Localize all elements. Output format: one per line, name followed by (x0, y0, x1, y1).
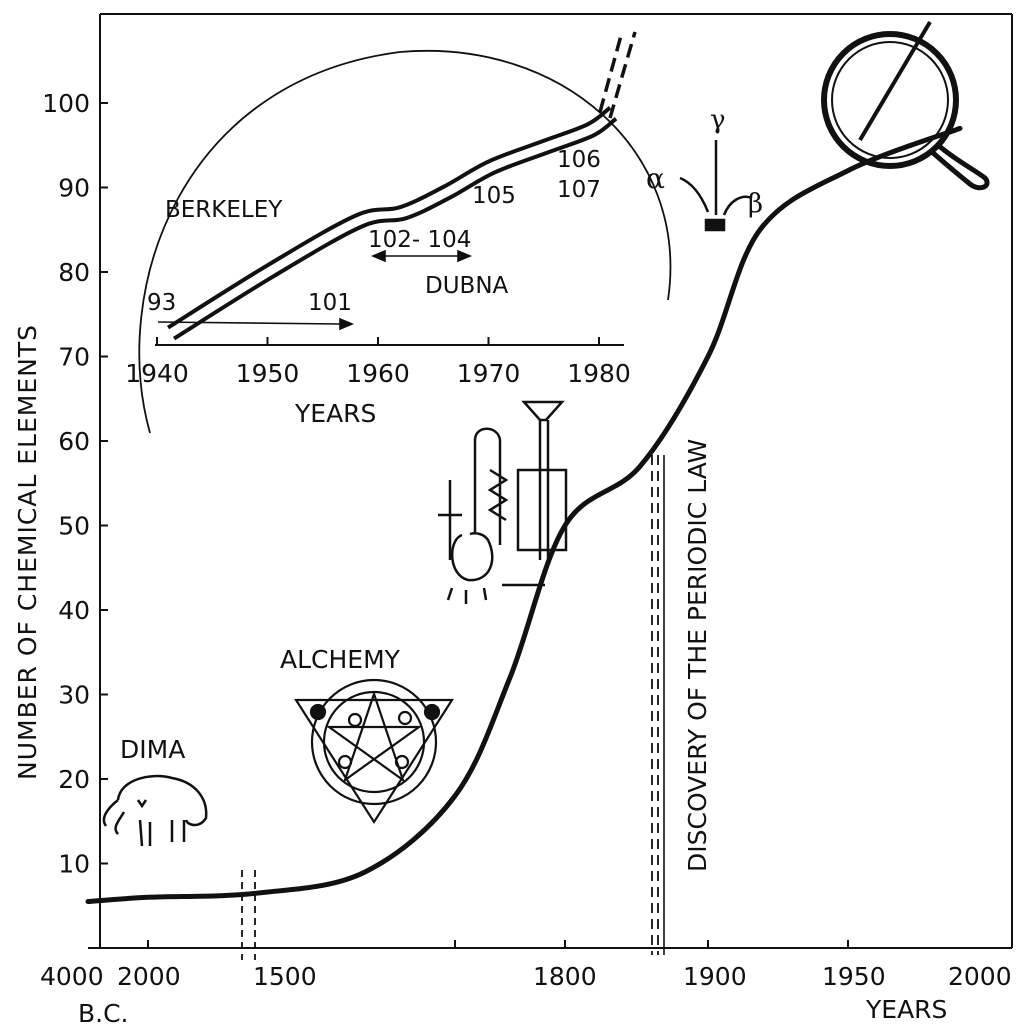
seal-dot (309, 703, 327, 721)
alpha-symbol: α (646, 162, 665, 195)
alchemy-seal (293, 678, 455, 825)
inset-label-107: 107 (557, 177, 601, 203)
x-sub-label-bc: B.C. (78, 999, 129, 1025)
y-tick-label: 80 (58, 258, 90, 287)
radiation-symbol: γ α β (646, 105, 763, 232)
x-tick-label-2000bc: 2000 (117, 962, 181, 991)
apparatus-tube (473, 427, 502, 545)
apparatus-column (538, 420, 550, 560)
y-tick-label: 40 (58, 596, 90, 625)
mammoth-illustration (102, 774, 208, 847)
apparatus-funnel (521, 400, 565, 422)
arrow-dubna-head-left (370, 249, 386, 263)
inset-x-tick-label: 1950 (236, 359, 300, 388)
label-alchemy: ALCHEMY (280, 645, 401, 674)
y-tick-label: 30 (58, 681, 90, 710)
x-tick-label-4000: 4000 (40, 962, 104, 991)
apparatus-clamp (438, 480, 462, 560)
apparatus-coil (487, 468, 509, 522)
inset-label-105: 105 (472, 183, 516, 209)
y-tick-label: 70 (58, 343, 90, 372)
x-tick-label-2000: 2000 (948, 962, 1012, 991)
x-tick-label-1800: 1800 (533, 962, 597, 991)
magnifier-handle (930, 143, 990, 191)
inset-series-line-lower (172, 117, 618, 341)
inset-label-106: 106 (557, 147, 601, 173)
alchemy-apparatus (438, 400, 568, 604)
periodic-law-label: DISCOVERY OF THE PERIODIC LAW (683, 439, 712, 872)
inset-x-tick-label: 1940 (125, 359, 189, 388)
periodic-law-marker (651, 455, 659, 955)
seal-dot (397, 710, 413, 726)
magnifier-rim (821, 31, 959, 169)
y-axis-title: NUMBER OF CHEMICAL ELEMENTS (13, 324, 42, 780)
y-tick-label: 20 (58, 765, 90, 794)
seal-dot (347, 712, 363, 728)
alpha-ray (679, 176, 710, 213)
main-series-points (87, 128, 961, 902)
inset-continuation-dash-1 (598, 31, 624, 113)
mammoth-body (116, 774, 208, 827)
inset-label-dubna: DUBNA (425, 273, 509, 299)
inset-continuation (598, 31, 637, 119)
x-tick-label-1900: 1900 (683, 962, 747, 991)
label-dima: DIMA (120, 735, 185, 764)
beta-symbol: β (748, 189, 763, 219)
axis-break-marker (241, 870, 256, 960)
seal-dot (337, 754, 353, 770)
inset-label-93: 93 (147, 290, 176, 316)
mammoth-tusk (114, 811, 126, 835)
magnifying-glass-icon (821, 20, 990, 191)
x-tick-label-1950: 1950 (822, 962, 886, 991)
apparatus-flask (450, 532, 494, 582)
inset-label-101: 101 (308, 290, 352, 316)
y-tick-label: 50 (58, 512, 90, 541)
apparatus-base (446, 583, 545, 604)
inset-x-axis-title: YEARS (294, 399, 376, 428)
radiation-source (704, 218, 726, 232)
seal-triangle (293, 698, 455, 825)
x-axis-title: YEARS (865, 995, 947, 1024)
beta-ray (722, 195, 753, 216)
y-tick-label: 60 (58, 427, 90, 456)
magnifier-curve-through (858, 20, 932, 142)
seal-inner-circle (322, 690, 426, 794)
inset-ticks: 1940 1950 1960 1970 1980 (125, 337, 631, 388)
y-tick-label: 10 (58, 850, 90, 879)
magnifier-rim-inner (831, 41, 949, 159)
inset-series-points (167, 112, 611, 333)
seal-outer-circle (310, 678, 438, 806)
inset-x-tick-label: 1960 (346, 359, 410, 388)
arrow-93-101-line (157, 321, 341, 325)
inset-x-tick-label: 1970 (457, 359, 521, 388)
arrow-dubna-head-right (457, 249, 473, 263)
seal-dot (423, 703, 441, 721)
main-axes (88, 13, 1013, 949)
y-ticks: 10 20 30 40 50 60 70 80 90 100 (42, 89, 108, 879)
x-tick-label-1500: 1500 (253, 962, 317, 991)
apparatus-stand (516, 468, 568, 552)
inset-continuation-dash-2 (608, 31, 637, 119)
seal-dot (394, 754, 410, 770)
mammoth-eye (136, 799, 148, 809)
gamma-symbol: γ (710, 105, 726, 135)
y-tick-label: 90 (58, 174, 90, 203)
mammoth-trunk (102, 799, 119, 827)
inset-label-102-104: 102- 104 (368, 227, 471, 253)
inset-arc (138, 49, 672, 434)
x-ticks (147, 940, 849, 948)
arrow-93-101-head (339, 317, 355, 331)
y-tick-label: 100 (42, 89, 90, 118)
main-series-line (85, 125, 963, 905)
inset-series-line-upper (166, 106, 612, 330)
mammoth-legs (138, 819, 186, 847)
inset-arrows (157, 249, 473, 331)
inset-x-tick-label: 1980 (567, 359, 631, 388)
inset-label-berkeley: BERKELEY (165, 197, 283, 223)
